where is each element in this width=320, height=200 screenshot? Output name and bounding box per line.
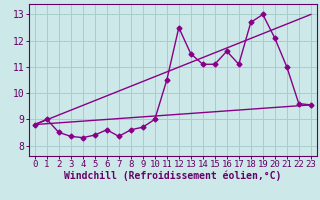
X-axis label: Windchill (Refroidissement éolien,°C): Windchill (Refroidissement éolien,°C) (64, 171, 282, 181)
